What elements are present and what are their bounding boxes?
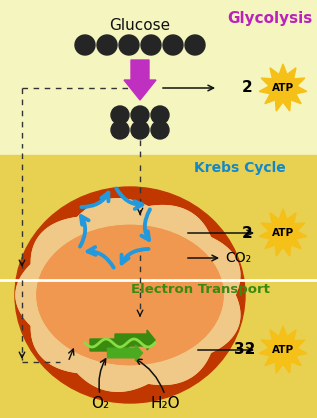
Bar (0, 155, 317, 418)
Text: ATP: ATP (272, 228, 294, 238)
Ellipse shape (25, 206, 235, 385)
Bar (0, 0, 317, 155)
Ellipse shape (37, 225, 223, 364)
Text: ATP: ATP (272, 83, 294, 93)
Polygon shape (259, 326, 307, 373)
Polygon shape (90, 335, 130, 355)
Circle shape (111, 106, 129, 124)
Polygon shape (115, 330, 155, 350)
Circle shape (131, 121, 149, 139)
Text: Glycolysis: Glycolysis (227, 10, 313, 25)
Text: H₂O: H₂O (150, 395, 180, 410)
Text: CO₂: CO₂ (225, 251, 251, 265)
Ellipse shape (15, 187, 245, 403)
Circle shape (131, 106, 149, 124)
Polygon shape (16, 199, 240, 391)
Polygon shape (107, 345, 143, 361)
Polygon shape (124, 60, 156, 100)
Text: Electron Transport: Electron Transport (131, 283, 269, 296)
Text: ATP: ATP (272, 345, 294, 355)
Circle shape (185, 35, 205, 55)
Text: Krebs Cycle: Krebs Cycle (194, 161, 286, 175)
Circle shape (151, 121, 169, 139)
Circle shape (119, 35, 139, 55)
Text: O₂: O₂ (91, 395, 109, 410)
Circle shape (111, 121, 129, 139)
Text: 2: 2 (242, 225, 252, 240)
Polygon shape (16, 199, 240, 391)
Polygon shape (259, 64, 307, 111)
Circle shape (75, 35, 95, 55)
Ellipse shape (37, 225, 223, 364)
Circle shape (141, 35, 161, 55)
Polygon shape (259, 209, 307, 256)
Text: Glucose: Glucose (109, 18, 171, 33)
Circle shape (163, 35, 183, 55)
Circle shape (97, 35, 117, 55)
Text: 32: 32 (234, 342, 256, 357)
Text: 2: 2 (242, 81, 252, 95)
Circle shape (151, 106, 169, 124)
